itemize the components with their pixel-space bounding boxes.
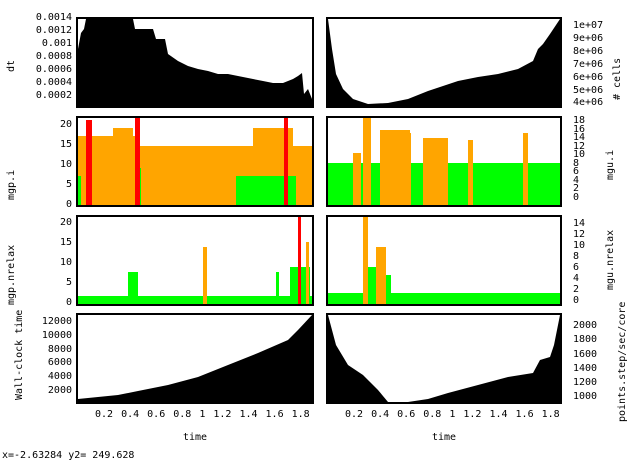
ytick: 0.0012	[35, 25, 72, 36]
ytick: 0.001	[41, 38, 72, 49]
ytick: 1800	[573, 334, 598, 345]
plot-points-rate	[326, 313, 562, 404]
ylabel-points-rate: points.step/sec/core	[617, 301, 628, 422]
ylabel-dt: dt	[6, 59, 17, 72]
ytick: 1000	[573, 391, 598, 402]
plot-mgp-i	[76, 116, 314, 207]
wall-clock-area	[78, 315, 312, 402]
xticks-right: 0.2 0.4 0.6 0.8 1 1.2 1.4 1.6 1.8	[345, 409, 560, 420]
dt-area	[78, 19, 312, 106]
ytick: 5	[65, 179, 72, 190]
xticks-left: 0.2 0.4 0.6 0.8 1 1.2 1.4 1.6 1.8	[95, 409, 310, 420]
ytick: 1400	[573, 363, 598, 374]
ytick: 12000	[41, 316, 72, 327]
ytick: 2000	[573, 320, 598, 331]
ytick: 0.0002	[35, 90, 72, 101]
ytick: 10	[59, 159, 72, 170]
ytick: 6000	[47, 357, 72, 368]
mgp-nrelax-bars	[78, 217, 312, 304]
plot-mgp-nrelax	[76, 215, 314, 306]
ytick: 1600	[573, 349, 598, 360]
plot-mgu-i	[326, 116, 562, 207]
ytick: 2000	[47, 385, 72, 396]
ytick: 0.0008	[35, 51, 72, 62]
ytick: 8e+06	[573, 46, 604, 57]
ylabel-mgu-nrelax: mgu.nrelax	[605, 229, 616, 290]
ylabel-mgp-i: mgp.i	[6, 169, 17, 200]
ytick: 7e+06	[573, 59, 604, 70]
xlabel-right: time	[432, 432, 457, 443]
status-bar-coordinates: x=-2.63284 y2= 249.628	[2, 450, 135, 461]
plot-mgu-nrelax	[326, 215, 562, 306]
ylabel-cells: # cells	[612, 57, 623, 100]
ytick: 15	[59, 139, 72, 150]
plot-wall-clock	[76, 313, 314, 404]
ytick: 0.0006	[35, 64, 72, 75]
ytick: 5e+06	[573, 85, 604, 96]
ytick: 20	[59, 217, 72, 228]
ytick: 1e+07	[573, 20, 604, 31]
mgp-i-bars	[78, 118, 312, 205]
ytick: 1200	[573, 377, 598, 388]
plot-cells	[326, 17, 562, 108]
ytick: 0.0004	[35, 77, 72, 88]
ytick: 0	[65, 297, 72, 308]
ytick: 10000	[41, 330, 72, 341]
yticks-mgu-i: 18 16 14 12 10 8 6 4 2 0	[573, 115, 586, 203]
ytick: 8000	[47, 344, 72, 355]
points-rate-area	[328, 315, 560, 402]
ytick: 0.0014	[35, 12, 72, 23]
ytick: 10	[59, 257, 72, 268]
ylabel-mgu-i: mgu.i	[605, 149, 616, 180]
ytick: 5	[65, 277, 72, 288]
ytick: 4000	[47, 371, 72, 382]
ytick: 6e+06	[573, 72, 604, 83]
cells-area	[328, 19, 560, 106]
ylabel-mgp-nrelax: mgp.nrelax	[6, 244, 17, 305]
ytick: 20	[59, 119, 72, 130]
ytick: 9e+06	[573, 33, 604, 44]
yticks-mgu-nrelax: 14 12 10 8 6 4 2 0	[573, 218, 586, 306]
ytick: 0	[65, 199, 72, 210]
ylabel-wall-clock: Wall-clock time	[14, 309, 25, 400]
ytick: 4e+06	[573, 97, 604, 108]
mgu-i-bars	[328, 118, 560, 205]
ytick: 15	[59, 237, 72, 248]
plot-dt	[76, 17, 314, 108]
xlabel-left: time	[183, 432, 208, 443]
mgu-nrelax-bars	[328, 217, 560, 304]
